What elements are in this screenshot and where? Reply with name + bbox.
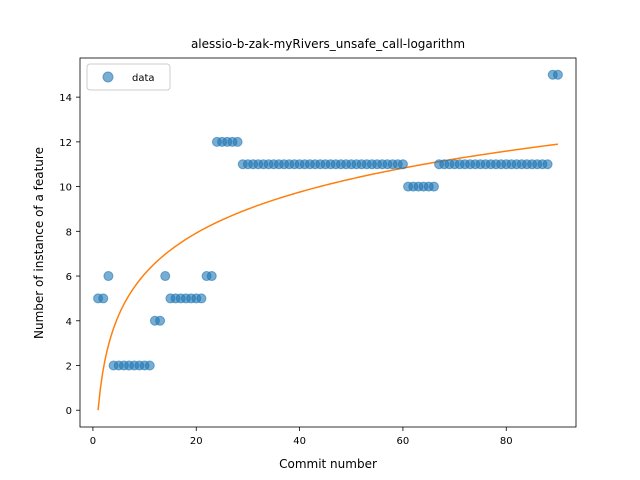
y-tick-label: 2 (66, 362, 72, 373)
x-tick-label: 20 (190, 436, 203, 447)
data-point (552, 69, 563, 80)
data-point (155, 315, 166, 326)
data-point (196, 293, 207, 304)
legend-label-data: data (132, 73, 155, 84)
x-tick-label: 0 (90, 436, 96, 447)
ticks-layer: 0 20 40 60 80 0 2 4 6 8 10 12 14 (59, 93, 512, 447)
legend-box (86, 63, 171, 91)
data-point (397, 159, 408, 170)
data-point (542, 159, 553, 170)
x-tick-label: 40 (293, 436, 306, 447)
data-point (103, 271, 114, 282)
y-tick-label: 12 (59, 138, 72, 149)
data-point (428, 181, 439, 192)
y-tick-label: 14 (59, 93, 72, 104)
x-tick-label: 80 (500, 436, 513, 447)
y-tick-label: 10 (59, 183, 72, 194)
x-tick-label: 60 (397, 436, 410, 447)
data-point (206, 271, 217, 282)
data-points-layer (93, 69, 563, 371)
data-point (144, 360, 155, 371)
axes-layer (79, 57, 577, 428)
data-point (232, 136, 243, 147)
y-tick-label: 4 (66, 317, 72, 328)
plot-frame (79, 57, 577, 428)
y-tick-label: 6 (66, 272, 72, 283)
y-axis-label: Number of instance of a feature (32, 147, 46, 339)
y-tick-label: 8 (66, 227, 72, 238)
fit-line-layer (97, 143, 559, 411)
data-point (160, 271, 171, 282)
x-axis-label: Commit number (279, 457, 377, 471)
y-tick-label: 0 (66, 406, 72, 417)
fit-line (97, 143, 559, 411)
legend-marker-data (102, 71, 114, 83)
legend: data (86, 63, 171, 91)
data-point (98, 293, 109, 304)
chart-title: alessio-b-zak-myRivers_unsafe_call-logar… (191, 37, 465, 51)
